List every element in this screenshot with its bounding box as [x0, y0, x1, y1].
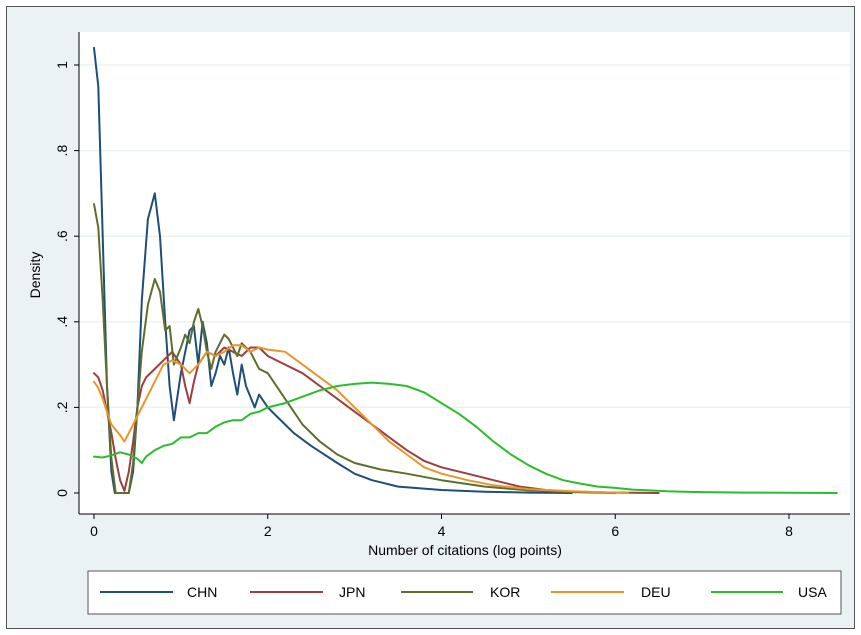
grid-lines: [80, 64, 850, 409]
x-tick-label-2: 4: [438, 523, 446, 539]
axes: 0 .2 .4 .6 .8 1 0 2 4 6 8: [54, 32, 850, 539]
series-line-deu: [93, 344, 630, 494]
y-tick-label-5: 1: [54, 61, 70, 69]
plot-area: [79, 32, 850, 514]
y-tick-label-3: .6: [54, 230, 70, 242]
legend-label-deu: DEU: [641, 584, 671, 600]
x-tick-label-1: 2: [264, 523, 272, 539]
y-axis-title: Density: [27, 252, 43, 299]
series-line-kor: [93, 203, 617, 494]
x-axis-title: Number of citations (log points): [368, 542, 562, 558]
series-line-usa: [93, 381, 838, 494]
y-tick-label-0: 0: [54, 489, 70, 497]
y-tick-label-4: .8: [54, 145, 70, 157]
x-tick-label-4: 8: [785, 523, 793, 539]
series-lines: [93, 46, 838, 494]
legend-label-chn: CHN: [187, 584, 217, 600]
legend-label-jpn: JPN: [339, 584, 365, 600]
x-tick-label-3: 6: [611, 523, 619, 539]
legend-label-kor: KOR: [490, 584, 520, 600]
y-tick-label-1: .2: [54, 401, 70, 413]
series-line-jpn: [93, 346, 660, 494]
y-tick-label-2: .4: [54, 316, 70, 328]
legend: CHN JPN KOR DEU USA: [87, 570, 842, 615]
x-tick-label-0: 0: [90, 523, 98, 539]
legend-label-usa: USA: [798, 584, 827, 600]
